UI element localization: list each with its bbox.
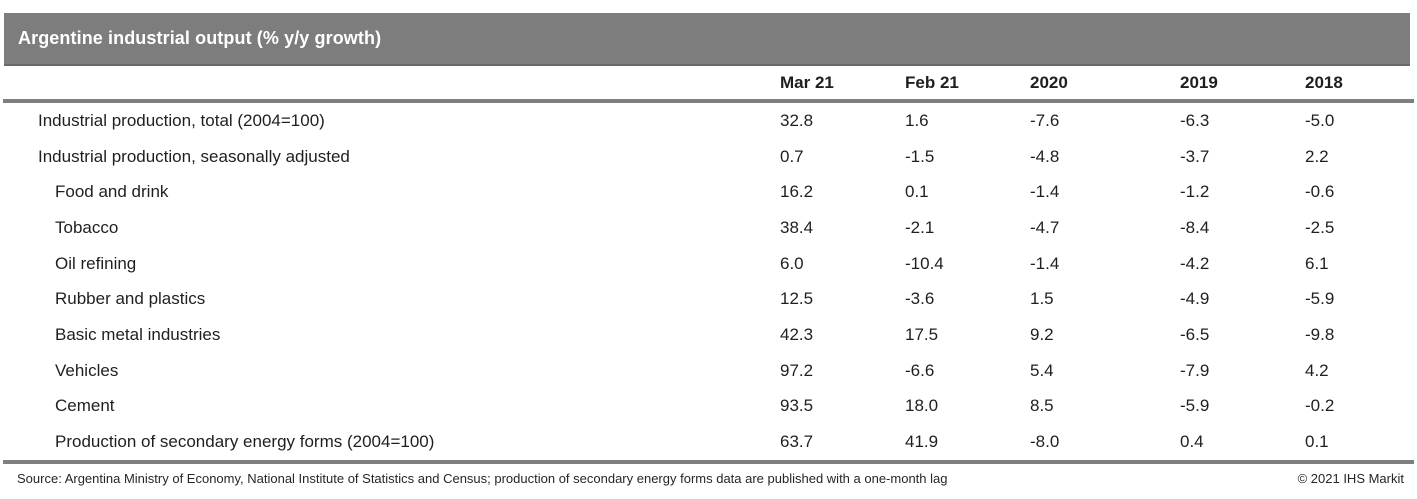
row-label: Industrial production, seasonally adjust… bbox=[38, 146, 350, 166]
row-value: 6.1 bbox=[1305, 253, 1329, 273]
row-value: 2.2 bbox=[1305, 146, 1329, 166]
row-value: -7.9 bbox=[1180, 360, 1210, 380]
row-value: -8.0 bbox=[1030, 432, 1060, 452]
row-value: -1.4 bbox=[1030, 253, 1060, 273]
table-row: Cement 93.5 18.0 8.5 -5.9 -0.2 bbox=[0, 389, 1417, 425]
table-row: Vehicles 97.2 -6.6 5.4 -7.9 4.2 bbox=[0, 353, 1417, 389]
table-row: Production of secondary energy forms (20… bbox=[0, 424, 1417, 460]
table-row: Oil refining 6.0 -10.4 -1.4 -4.2 6.1 bbox=[0, 246, 1417, 282]
row-value: -1.2 bbox=[1180, 182, 1210, 202]
row-value: 1.6 bbox=[905, 110, 929, 130]
title-bar: Argentine industrial output (% y/y growt… bbox=[4, 13, 1410, 66]
row-label: Food and drink bbox=[55, 182, 169, 202]
row-value: -2.5 bbox=[1305, 217, 1335, 237]
row-value: -1.5 bbox=[905, 146, 935, 166]
row-value: 42.3 bbox=[780, 324, 814, 344]
data-table: Mar 21 Feb 21 2020 2019 2018 Industrial … bbox=[0, 66, 1417, 464]
row-label: Cement bbox=[55, 396, 115, 416]
row-value: 63.7 bbox=[780, 432, 814, 452]
table-row: Basic metal industries 42.3 17.5 9.2 -6.… bbox=[0, 317, 1417, 353]
table-row: Rubber and plastics 12.5 -3.6 1.5 -4.9 -… bbox=[0, 281, 1417, 317]
source-note: Source: Argentina Ministry of Economy, N… bbox=[17, 471, 948, 486]
row-value: -9.8 bbox=[1305, 324, 1335, 344]
row-value: 0.7 bbox=[780, 146, 804, 166]
table-row: Tobacco 38.4 -2.1 -4.7 -8.4 -2.5 bbox=[0, 210, 1417, 246]
page-title: Argentine industrial output (% y/y growt… bbox=[18, 28, 382, 48]
row-value: 5.4 bbox=[1030, 360, 1054, 380]
row-value: -0.2 bbox=[1305, 396, 1335, 416]
row-value: 9.2 bbox=[1030, 324, 1054, 344]
row-value: 97.2 bbox=[780, 360, 814, 380]
table-body: Industrial production, total (2004=100) … bbox=[0, 103, 1417, 460]
row-value: -3.7 bbox=[1180, 146, 1210, 166]
row-value: -2.1 bbox=[905, 217, 935, 237]
table-row: Industrial production, total (2004=100) … bbox=[0, 103, 1417, 139]
row-value: -4.7 bbox=[1030, 217, 1060, 237]
column-header-2018: 2018 bbox=[1305, 72, 1343, 92]
row-value: -4.8 bbox=[1030, 146, 1060, 166]
row-value: 0.1 bbox=[1305, 432, 1329, 452]
table-row: Food and drink 16.2 0.1 -1.4 -1.2 -0.6 bbox=[0, 174, 1417, 210]
row-value: 0.4 bbox=[1180, 432, 1204, 452]
row-label: Basic metal industries bbox=[55, 324, 221, 344]
row-value: -5.9 bbox=[1305, 289, 1335, 309]
row-value: 6.0 bbox=[780, 253, 804, 273]
row-label: Oil refining bbox=[55, 253, 137, 273]
row-value: -10.4 bbox=[905, 253, 944, 273]
column-header-2020: 2020 bbox=[1030, 72, 1068, 92]
header-divider-rule bbox=[3, 99, 1414, 103]
column-header-2019: 2019 bbox=[1180, 72, 1218, 92]
row-value: 93.5 bbox=[780, 396, 814, 416]
copyright-note: © 2021 IHS Markit bbox=[1297, 471, 1404, 486]
row-value: -4.9 bbox=[1180, 289, 1210, 309]
row-label: Industrial production, total (2004=100) bbox=[38, 110, 325, 130]
row-value: 12.5 bbox=[780, 289, 814, 309]
row-value: -4.2 bbox=[1180, 253, 1210, 273]
table-row: Industrial production, seasonally adjust… bbox=[0, 139, 1417, 175]
row-value: -3.6 bbox=[905, 289, 935, 309]
row-value: -5.0 bbox=[1305, 110, 1335, 130]
row-value: 0.1 bbox=[905, 182, 929, 202]
column-header-mar-21: Mar 21 bbox=[780, 72, 834, 92]
row-value: -6.3 bbox=[1180, 110, 1210, 130]
row-value: 38.4 bbox=[780, 217, 814, 237]
row-value: 16.2 bbox=[780, 182, 814, 202]
row-value: -5.9 bbox=[1180, 396, 1210, 416]
row-value: 32.8 bbox=[780, 110, 814, 130]
row-value: -0.6 bbox=[1305, 182, 1335, 202]
table-header-row: Mar 21 Feb 21 2020 2019 2018 bbox=[0, 66, 1417, 99]
row-label: Rubber and plastics bbox=[55, 289, 206, 309]
row-value: -1.4 bbox=[1030, 182, 1060, 202]
row-value: -8.4 bbox=[1180, 217, 1210, 237]
bottom-divider-rule bbox=[3, 459, 1414, 464]
row-label: Vehicles bbox=[55, 360, 119, 380]
row-label: Production of secondary energy forms (20… bbox=[55, 432, 435, 452]
row-value: -6.5 bbox=[1180, 324, 1210, 344]
row-value: -7.6 bbox=[1030, 110, 1060, 130]
row-value: 8.5 bbox=[1030, 396, 1054, 416]
row-value: 17.5 bbox=[905, 324, 939, 344]
row-value: -6.6 bbox=[905, 360, 935, 380]
row-value: 4.2 bbox=[1305, 360, 1329, 380]
row-label: Tobacco bbox=[55, 217, 119, 237]
row-value: 18.0 bbox=[905, 396, 939, 416]
column-header-feb-21: Feb 21 bbox=[905, 72, 959, 92]
row-value: 41.9 bbox=[905, 432, 939, 452]
footer: Source: Argentina Ministry of Economy, N… bbox=[17, 471, 1404, 486]
row-value: 1.5 bbox=[1030, 289, 1054, 309]
